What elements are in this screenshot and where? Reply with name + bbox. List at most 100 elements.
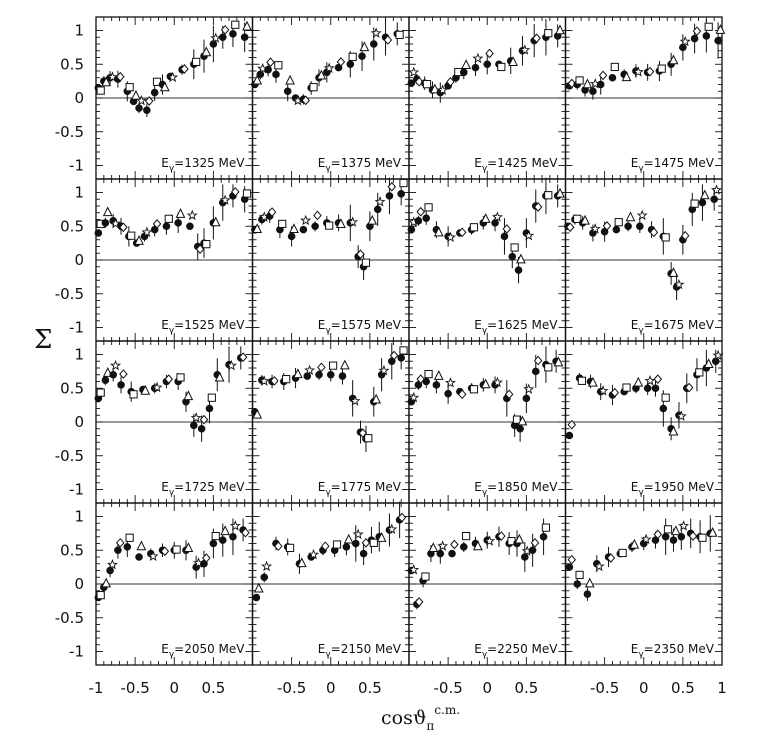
y-tick-label: -0.5 [55,123,84,141]
data-point [274,541,283,552]
data-point [399,346,408,355]
panel-energy-value: =2150 MeV [331,642,402,656]
data-point [699,189,710,200]
data-point [192,57,201,66]
data-point [231,20,240,29]
data-point [416,206,426,217]
panel-energy-symbol: E [161,480,169,494]
panel-energy-label: Eγ=1575 MeV [318,318,402,336]
data-point [183,542,194,552]
x-tick-label: 0.5 [201,679,225,697]
data-point [336,57,346,67]
data-point [514,266,523,274]
axis-labels: 1 0.5 0 -0.5 -1 1 0.5 0 -0.5 -1 1 0.5 0 -0.5 -1 1 0.5 0 -0… [55,22,727,698]
data-point [358,52,366,60]
x-tick-label: 0.5 [358,679,382,697]
data-point [444,377,456,388]
data-point [267,207,277,217]
data-point [220,24,230,35]
data-point [446,76,455,87]
data-point [160,546,170,557]
panel-energy-symbol: E [474,156,482,170]
data-point [582,78,593,89]
data-point [614,218,623,227]
data-point [649,227,659,238]
data-point [101,376,110,384]
x-axis-title-sup: c.m. [434,703,460,717]
data-point [207,393,216,402]
data-point [703,358,714,369]
data-point [433,226,444,237]
data-point [369,40,378,48]
data-point [565,431,574,440]
data-point [356,249,365,260]
x-axis-title: cosϑπc.m. [381,703,460,733]
data-point [553,356,564,367]
panel-energy-symbol: E [161,156,169,170]
data-point [347,216,359,227]
data-point [369,538,378,547]
data-point [96,86,105,95]
data-point [397,190,405,198]
panel-energy-value: =1475 MeV [644,156,715,170]
panel-12: Eγ=1950 MeV [564,340,724,504]
data-point [416,374,426,384]
data-point [289,223,299,234]
data-point [544,363,553,372]
panel-energy-label: Eγ=1375 MeV [318,156,402,174]
data-point [143,106,151,114]
data-point [172,545,181,554]
data-point [328,361,338,370]
data-point [359,549,368,558]
data-point [175,208,186,218]
panel-energy-label: Eγ=1425 MeV [474,156,558,174]
panel-energy-subscript: γ [482,164,488,174]
data-point [510,243,519,252]
data-point [625,211,636,222]
data-point [311,222,319,231]
data-point [326,370,335,379]
data-point [389,350,399,361]
x-tick-label: 0 [482,679,492,697]
data-point [589,223,601,234]
data-point [704,22,713,31]
data-point [387,181,397,192]
data-point [371,393,382,404]
data-point [575,76,584,85]
y-tick-label: 0.5 [60,55,84,73]
data-point [308,548,320,560]
data-point [325,221,334,230]
data-point [229,532,237,541]
data-point [508,252,517,261]
data-point [457,227,467,238]
data-point [643,384,652,393]
x-axis-title-sub: π [426,719,434,733]
panel-energy-label: Eγ=1625 MeV [474,318,558,336]
data-point [632,66,644,77]
panel-energy-label: Eγ=1475 MeV [631,156,715,174]
data-point [519,44,531,55]
data-point [140,384,151,395]
data-point [596,80,605,89]
data-point [106,71,118,82]
data-point [710,195,718,204]
data-point [645,66,655,77]
data-point [186,222,194,231]
data-point [424,369,433,379]
data-point [497,62,506,72]
panel-5: Eγ=1525 MeV [94,178,254,342]
panel-energy-label: Eγ=1525 MeV [161,318,245,336]
data-point [663,525,673,534]
data-point [274,61,283,70]
data-point [199,414,209,425]
panel-energy-symbol: E [474,318,482,332]
data-point [151,381,163,393]
panel-energy-symbol: E [318,642,326,656]
data-point [211,531,220,541]
data-point [523,229,535,241]
data-point [359,41,370,52]
data-point [711,184,723,195]
data-point [589,87,597,96]
data-point [653,374,663,384]
data-point [299,225,308,234]
